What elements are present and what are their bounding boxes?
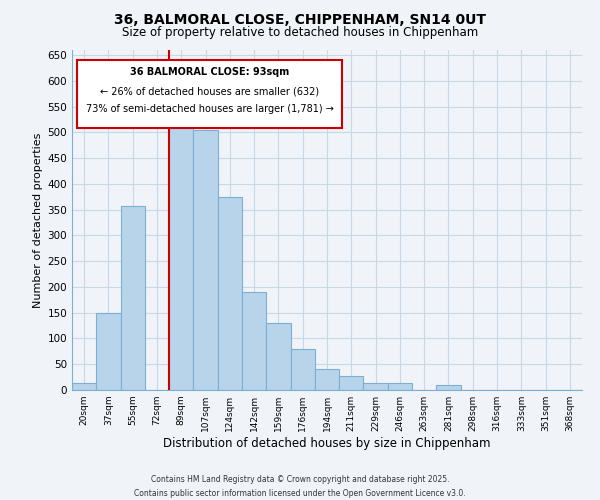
- Bar: [218, 197, 242, 390]
- X-axis label: Distribution of detached houses by size in Chippenham: Distribution of detached houses by size …: [163, 437, 491, 450]
- Text: Contains HM Land Registry data © Crown copyright and database right 2025.
Contai: Contains HM Land Registry data © Crown c…: [134, 476, 466, 498]
- Text: ← 26% of detached houses are smaller (632): ← 26% of detached houses are smaller (63…: [100, 86, 319, 96]
- Bar: [96, 312, 121, 390]
- Bar: [315, 370, 339, 390]
- Bar: [169, 112, 193, 390]
- Bar: [72, 384, 96, 390]
- Bar: [121, 206, 145, 390]
- Bar: [339, 376, 364, 390]
- Y-axis label: Number of detached properties: Number of detached properties: [33, 132, 43, 308]
- Bar: [364, 384, 388, 390]
- Bar: [266, 323, 290, 390]
- FancyBboxPatch shape: [77, 60, 342, 128]
- Bar: [242, 292, 266, 390]
- Bar: [290, 349, 315, 390]
- Bar: [436, 385, 461, 390]
- Bar: [193, 130, 218, 390]
- Text: 36 BALMORAL CLOSE: 93sqm: 36 BALMORAL CLOSE: 93sqm: [130, 67, 289, 77]
- Text: 73% of semi-detached houses are larger (1,781) →: 73% of semi-detached houses are larger (…: [86, 104, 334, 115]
- Text: 36, BALMORAL CLOSE, CHIPPENHAM, SN14 0UT: 36, BALMORAL CLOSE, CHIPPENHAM, SN14 0UT: [114, 12, 486, 26]
- Text: Size of property relative to detached houses in Chippenham: Size of property relative to detached ho…: [122, 26, 478, 39]
- Bar: [388, 384, 412, 390]
